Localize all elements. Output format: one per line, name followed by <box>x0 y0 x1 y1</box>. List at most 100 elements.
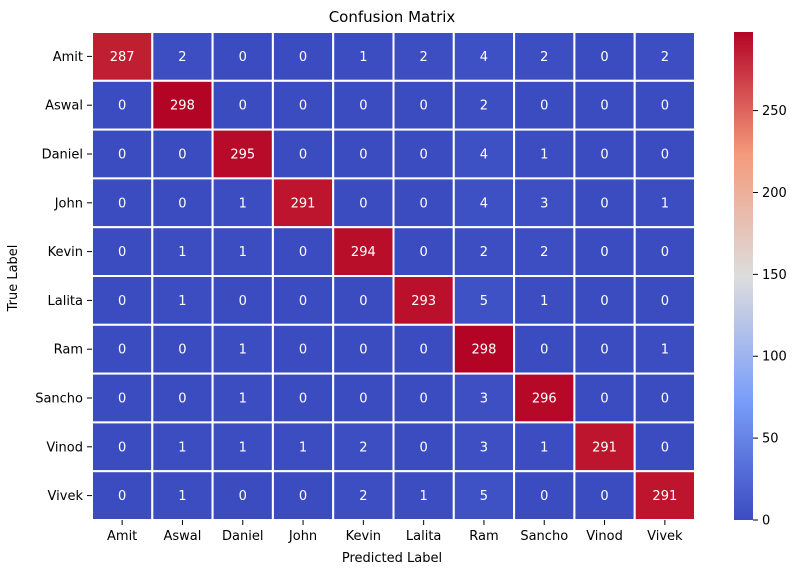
cell-value-label: 1 <box>540 294 548 309</box>
cell-value-label: 0 <box>299 245 307 260</box>
cell-value-label: 0 <box>420 196 428 211</box>
heatmap-cell <box>513 372 576 424</box>
heatmap-cell <box>452 323 516 375</box>
cell-value-label: 287 <box>110 50 135 65</box>
cell-value-label: 1 <box>359 50 367 65</box>
cell-value-label: 1 <box>661 343 669 358</box>
colorbar-tick-label: 200 <box>762 186 787 201</box>
cell-value-label: 0 <box>178 343 186 358</box>
cell-value-label: 3 <box>480 440 488 455</box>
x-tick-label: Aswal <box>164 529 202 544</box>
cell-value-label: 293 <box>411 294 436 309</box>
cell-value-label: 0 <box>420 99 428 114</box>
heatmap-cell <box>513 421 576 473</box>
y-tick-label: Ram <box>54 343 83 358</box>
heatmap-cell <box>211 128 274 180</box>
cell-value-label: 2 <box>359 489 367 504</box>
cell-value-label: 0 <box>118 392 126 407</box>
chart-title: Confusion Matrix <box>329 8 456 26</box>
cell-value-label: 0 <box>359 196 367 211</box>
colorbar-tick-label: 100 <box>762 350 787 365</box>
cell-value-label: 3 <box>540 196 548 211</box>
heatmap-cell <box>271 79 335 131</box>
x-tick-label: Amit <box>107 529 137 544</box>
heatmap-cell <box>392 470 455 522</box>
cell-value-label: 1 <box>178 440 186 455</box>
heatmap-cell <box>513 470 576 522</box>
y-tick-label: Vivek <box>48 489 84 504</box>
cell-value-label: 0 <box>661 99 669 114</box>
cell-value-label: 0 <box>600 392 608 407</box>
cell-value-label: 0 <box>178 148 186 163</box>
y-axis-ticks: Amit Aswal Daniel John Kevin Lalita Ram Sancho V… <box>35 50 92 504</box>
heatmap-cell <box>151 226 214 277</box>
cell-value-label: 2 <box>480 99 488 114</box>
cell-value-label: 0 <box>118 245 126 260</box>
cell-value-label: 2 <box>540 245 548 260</box>
cell-value-label: 0 <box>239 294 247 309</box>
heatmap-cell <box>151 128 214 180</box>
y-tick-label: Kevin <box>48 245 83 260</box>
cell-value-label: 0 <box>600 294 608 309</box>
y-tick-label: Sancho <box>35 392 83 407</box>
cell-value-label: 1 <box>540 148 548 163</box>
heatmap-cell <box>392 31 455 82</box>
cell-value-label: 2 <box>661 50 669 65</box>
cell-value-label: 1 <box>178 489 186 504</box>
x-tick-label: Kevin <box>346 529 381 544</box>
heatmap-cell <box>452 470 516 522</box>
cell-value-label: 0 <box>661 440 669 455</box>
cell-value-label: 2 <box>480 245 488 260</box>
cell-value-label: 0 <box>118 99 126 114</box>
cell-value-label: 298 <box>170 99 195 114</box>
y-tick-label: John <box>54 196 83 211</box>
x-tick-label: Daniel <box>222 529 263 544</box>
colorbar-tick-label: 250 <box>762 104 787 119</box>
x-tick-label: Vivek <box>647 529 683 544</box>
cell-value-label: 2 <box>540 50 548 65</box>
cell-value-label: 0 <box>661 294 669 309</box>
heatmap-cell <box>452 177 516 229</box>
cell-value-label: 0 <box>299 148 307 163</box>
heatmap-cell <box>633 79 697 131</box>
cell-value-label: 0 <box>600 196 608 211</box>
heatmap-cell <box>513 31 576 82</box>
cell-value-label: 0 <box>600 50 608 65</box>
heatmap-cell <box>633 470 697 522</box>
colorbar <box>734 32 753 520</box>
heatmap-cell <box>332 470 395 522</box>
cell-value-label: 0 <box>299 50 307 65</box>
heatmap-cell <box>392 177 455 229</box>
heatmap-cell <box>573 128 636 180</box>
x-tick-label: Vinod <box>586 529 623 544</box>
heatmap-cell <box>91 177 154 229</box>
heatmap-cell <box>573 372 636 424</box>
cell-value-label: 5 <box>480 489 488 504</box>
heatmap-cell <box>271 372 335 424</box>
cell-value-label: 0 <box>661 245 669 260</box>
cell-value-label: 291 <box>592 440 617 455</box>
heatmap-cell <box>332 421 395 473</box>
cell-value-label: 0 <box>299 294 307 309</box>
cell-value-label: 1 <box>178 294 186 309</box>
heatmap-cell <box>573 226 636 277</box>
y-tick-label: Daniel <box>42 148 83 163</box>
cell-value-label: 0 <box>118 489 126 504</box>
cell-value-label: 0 <box>239 489 247 504</box>
heatmap-cell <box>332 226 395 277</box>
heatmap-cell <box>452 421 516 473</box>
cell-value-label: 0 <box>359 294 367 309</box>
cell-value-label: 4 <box>480 196 488 211</box>
cell-value-label: 0 <box>118 148 126 163</box>
cell-value-label: 0 <box>299 99 307 114</box>
heatmap-cell <box>573 275 636 326</box>
cell-value-label: 0 <box>420 392 428 407</box>
cell-value-label: 294 <box>351 245 376 260</box>
heatmap-cell <box>91 323 154 375</box>
cell-value-label: 0 <box>420 343 428 358</box>
x-tick-label: Ram <box>469 529 498 544</box>
heatmap-cell <box>452 372 516 424</box>
x-tick-label: Lalita <box>406 529 442 544</box>
heatmap-cell <box>211 275 274 326</box>
y-tick-label: Lalita <box>48 294 84 309</box>
